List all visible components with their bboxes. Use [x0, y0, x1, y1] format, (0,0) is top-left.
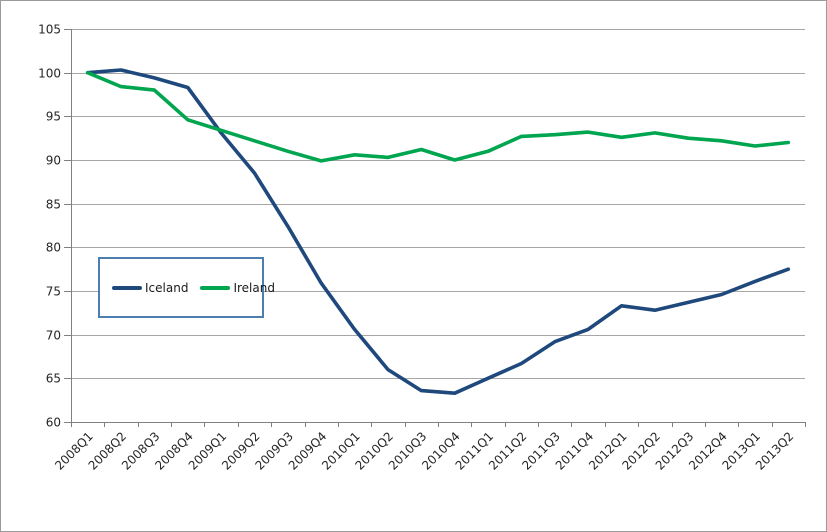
axis-ticks — [64, 29, 806, 427]
y-tick-label: 65 — [46, 372, 61, 386]
y-tick-label: 95 — [46, 110, 61, 124]
y-tick-label: 105 — [38, 23, 61, 37]
legend-item-ireland: Ireland — [200, 282, 275, 294]
series-line-iceland — [85, 68, 791, 396]
y-tick-label: 80 — [46, 241, 61, 255]
y-tick-label: 70 — [46, 329, 61, 343]
y-axis-labels: 105 100 95 90 85 80 75 70 65 60 — [38, 23, 61, 430]
ireland-line-swatch — [200, 285, 231, 290]
legend-item-iceland: Iceland — [112, 282, 188, 294]
y-tick-label: 90 — [46, 154, 61, 168]
iceland-line-swatch — [112, 285, 142, 290]
x-axis-labels: 2008Q12008Q22008Q32008Q42009Q12009Q22009… — [52, 429, 796, 473]
y-tick-label: 60 — [46, 416, 61, 430]
legend-label-ireland: Ireland — [233, 280, 275, 295]
y-tick-label: 85 — [46, 198, 61, 212]
y-gridlines — [71, 29, 805, 379]
series-line-ireland — [85, 70, 791, 163]
legend-label-iceland: Iceland — [145, 280, 189, 295]
y-tick-label: 75 — [46, 285, 61, 299]
legend: Iceland Ireland — [98, 257, 275, 318]
y-tick-label: 100 — [38, 67, 61, 81]
